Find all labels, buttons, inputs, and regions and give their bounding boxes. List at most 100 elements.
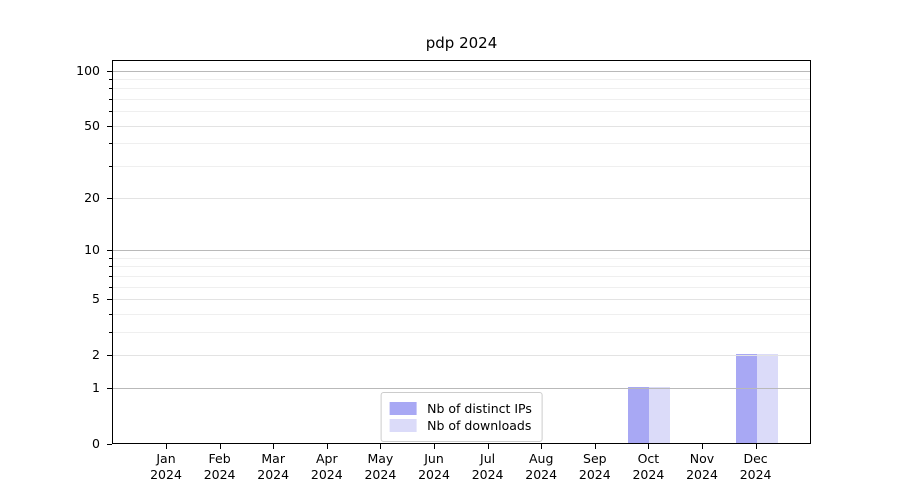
x-tick-month: Feb <box>208 451 231 466</box>
x-tick <box>488 444 489 449</box>
x-tick-label: Apr 2024 <box>300 451 354 482</box>
x-tick-year: 2024 <box>632 466 665 482</box>
x-tick-label: Jan 2024 <box>139 451 193 482</box>
y-minor-tick <box>109 111 112 112</box>
x-tick-month: Mar <box>261 451 285 466</box>
x-tick-label: Oct 2024 <box>621 451 675 482</box>
x-tick-label: Aug 2024 <box>514 451 568 482</box>
y-tick <box>107 355 112 356</box>
y-minor-tick <box>109 266 112 267</box>
x-tick-year: 2024 <box>418 466 450 482</box>
plot-area <box>112 60 811 444</box>
y-minor-tick <box>109 276 112 277</box>
x-tick-month: Apr <box>315 451 338 466</box>
y-tick-label: 5 <box>92 290 100 306</box>
y-grid-major <box>113 249 810 251</box>
x-tick-month: Aug <box>528 451 554 466</box>
x-tick <box>166 444 167 449</box>
y-minor-tick <box>109 332 112 333</box>
y-tick <box>107 444 112 445</box>
x-tick-label: May 2024 <box>353 451 407 482</box>
legend-swatch <box>389 402 417 415</box>
x-tick <box>648 444 649 449</box>
y-minor-tick <box>109 79 112 80</box>
x-tick <box>380 444 381 449</box>
y-grid-minor <box>113 313 810 315</box>
y-grid-major <box>113 125 810 127</box>
x-tick-label: Feb 2024 <box>193 451 247 482</box>
y-grid-major <box>113 298 810 300</box>
y-minor-tick <box>109 88 112 89</box>
x-tick <box>220 444 221 449</box>
y-grid-major <box>113 197 810 199</box>
y-grid-minor <box>113 257 810 259</box>
x-tick-label: Jul 2024 <box>461 451 515 482</box>
x-tick-year: 2024 <box>364 466 397 482</box>
x-tick-year: 2024 <box>257 466 290 482</box>
x-tick-year: 2024 <box>150 466 182 482</box>
y-grid-minor <box>113 143 810 145</box>
x-tick-label: Dec 2024 <box>729 451 783 482</box>
y-grid-major <box>113 387 810 389</box>
x-tick-month: Jun <box>424 451 444 466</box>
y-minor-tick <box>109 287 112 288</box>
x-tick <box>595 444 596 449</box>
y-grid-minor <box>113 111 810 113</box>
legend: Nb of distinct IPs Nb of downloads <box>380 392 543 442</box>
x-tick-year: 2024 <box>739 466 772 482</box>
x-tick-year: 2024 <box>525 466 558 482</box>
x-tick <box>273 444 274 449</box>
y-grid-minor <box>113 166 810 168</box>
y-grid-minor <box>113 78 810 80</box>
x-tick-year: 2024 <box>310 466 343 482</box>
x-tick-year: 2024 <box>578 466 611 482</box>
y-tick-label: 10 <box>84 241 100 257</box>
x-tick <box>541 444 542 449</box>
y-tick <box>107 388 112 389</box>
y-tick <box>107 250 112 251</box>
x-tick-label: Jun 2024 <box>407 451 461 482</box>
bar <box>649 386 671 443</box>
bar <box>628 386 650 443</box>
y-tick <box>107 198 112 199</box>
y-minor-tick <box>109 166 112 167</box>
x-tick-month: Jul <box>480 451 496 466</box>
y-grid-minor <box>113 275 810 277</box>
x-tick-month: Dec <box>743 451 768 466</box>
y-tick-label: 1 <box>92 379 100 395</box>
y-tick <box>107 71 112 72</box>
y-minor-tick <box>109 99 112 100</box>
x-tick-label: Nov 2024 <box>675 451 729 482</box>
y-grid-minor <box>113 286 810 288</box>
y-tick-label: 100 <box>76 62 100 78</box>
chart-title: pdp 2024 <box>425 34 498 52</box>
x-tick-year: 2024 <box>686 466 718 482</box>
y-tick-label: 50 <box>84 117 100 133</box>
y-grid-major <box>113 70 810 72</box>
x-tick-month: Nov <box>689 451 715 466</box>
x-tick-year: 2024 <box>471 466 504 482</box>
y-tick <box>107 126 112 127</box>
y-minor-tick <box>109 258 112 259</box>
legend-entry: Nb of downloads <box>389 418 532 433</box>
bar <box>756 354 778 443</box>
y-tick-label: 0 <box>92 436 100 451</box>
y-tick <box>107 299 112 300</box>
x-tick-month: Sep <box>583 451 607 466</box>
legend-label: Nb of distinct IPs <box>427 401 532 416</box>
x-tick-month: May <box>367 451 394 466</box>
y-tick-label: 2 <box>92 347 100 363</box>
x-tick-month: Jan <box>156 451 176 466</box>
x-tick-year: 2024 <box>203 466 236 482</box>
x-tick <box>702 444 703 449</box>
y-minor-tick <box>109 143 112 144</box>
legend-swatch <box>389 419 417 432</box>
y-tick-label: 20 <box>84 189 100 205</box>
x-tick <box>756 444 757 449</box>
legend-entry: Nb of distinct IPs <box>389 401 532 416</box>
bar <box>735 354 757 443</box>
y-grid-minor <box>113 88 810 90</box>
x-tick-month: Oct <box>637 451 660 466</box>
x-tick-label: Mar 2024 <box>246 451 300 482</box>
